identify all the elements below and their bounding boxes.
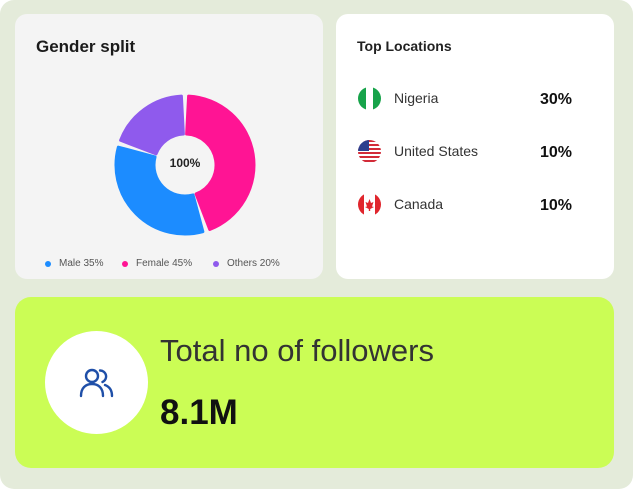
location-percent: 30% — [539, 91, 572, 108]
location-percent: 10% — [539, 197, 572, 214]
location-percent: 10% — [539, 144, 572, 161]
female-legend-dot — [122, 260, 128, 267]
gender-donut-chart — [114, 94, 256, 236]
legend-item-others: Others 20% — [213, 258, 280, 269]
location-row-united-states: United States 10% — [358, 140, 572, 164]
location-name: United States — [394, 143, 479, 159]
gender-split-card: Gender split 100% Male 35% Female 45% Ot… — [15, 14, 323, 279]
top-locations-card: Top Locations Nigeria 30% — [336, 14, 614, 279]
gender-split-title: Gender split — [36, 37, 136, 56]
followers-count: 8.1M — [160, 393, 238, 432]
legend-item-male: Male 35% — [45, 258, 103, 269]
legend-label-others: Others 20% — [227, 258, 280, 269]
location-name: Canada — [394, 196, 444, 212]
canada-flag-icon — [358, 193, 381, 216]
others-legend-dot — [213, 260, 219, 267]
donut-slice-male — [114, 145, 205, 236]
followers-icon-badge — [45, 331, 148, 434]
legend-label-male: Male 35% — [59, 258, 104, 269]
donut-slice-others — [119, 94, 185, 156]
location-row-canada: Canada 10% — [358, 193, 572, 217]
location-name: Nigeria — [394, 90, 439, 106]
donut-center-label: 100% — [169, 156, 201, 170]
followers-label: Total no of followers — [160, 333, 434, 368]
donut-slice-female — [185, 94, 256, 231]
top-locations-title: Top Locations — [357, 38, 452, 54]
nigeria-flag-icon — [358, 87, 381, 110]
users-icon — [79, 368, 114, 398]
male-legend-dot — [45, 260, 51, 267]
total-followers-card: Total no of followers 8.1M — [15, 297, 614, 468]
location-row-nigeria: Nigeria 30% — [358, 87, 572, 111]
legend-label-female: Female 45% — [136, 258, 193, 269]
legend-item-female: Female 45% — [122, 258, 192, 269]
us-flag-icon — [358, 140, 381, 163]
